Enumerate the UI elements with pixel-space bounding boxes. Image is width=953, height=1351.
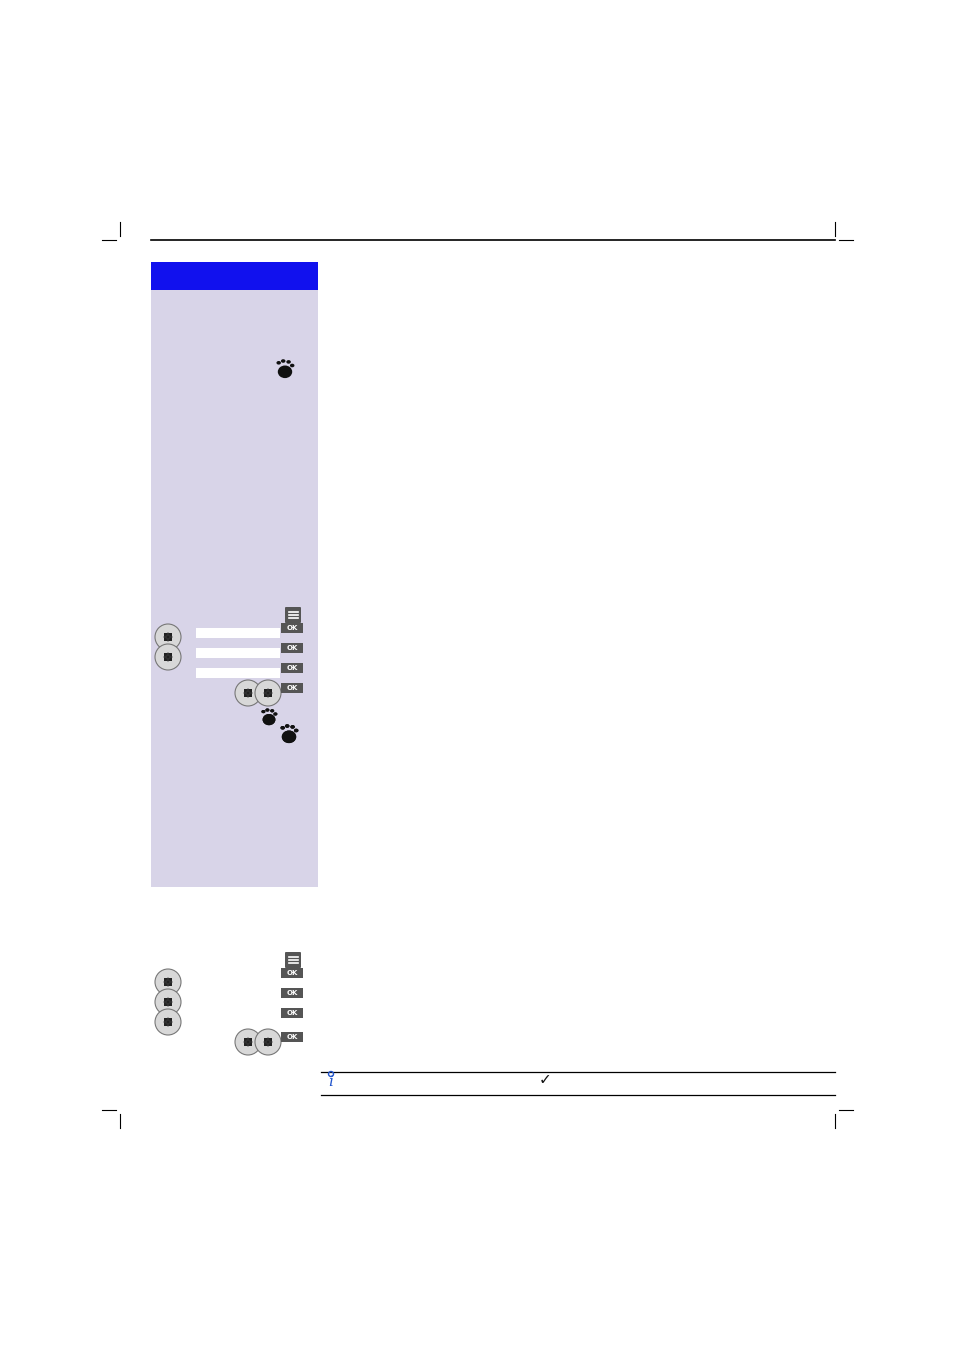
- Ellipse shape: [280, 725, 285, 730]
- Text: OK: OK: [286, 970, 297, 975]
- Circle shape: [154, 989, 181, 1015]
- Ellipse shape: [285, 724, 289, 728]
- Text: OK: OK: [286, 644, 297, 651]
- Text: OK: OK: [286, 1034, 297, 1040]
- Ellipse shape: [270, 709, 274, 712]
- Ellipse shape: [285, 724, 289, 728]
- Text: OK: OK: [286, 685, 297, 690]
- Ellipse shape: [286, 361, 291, 363]
- Ellipse shape: [270, 709, 274, 712]
- Circle shape: [154, 624, 181, 650]
- Bar: [281, 643, 303, 653]
- Text: OK: OK: [286, 1011, 297, 1016]
- Bar: [195, 667, 280, 678]
- Bar: [195, 973, 280, 984]
- Bar: [264, 1038, 272, 1046]
- Bar: [281, 1008, 303, 1019]
- Ellipse shape: [274, 712, 277, 716]
- Ellipse shape: [274, 712, 277, 716]
- Bar: [195, 1013, 280, 1023]
- Ellipse shape: [290, 725, 294, 728]
- Ellipse shape: [261, 711, 265, 713]
- Text: OK: OK: [286, 626, 297, 631]
- Ellipse shape: [277, 366, 292, 378]
- Bar: [281, 988, 303, 998]
- Ellipse shape: [265, 708, 269, 712]
- Text: OK: OK: [286, 665, 297, 671]
- Bar: [264, 689, 272, 697]
- Bar: [164, 1019, 172, 1025]
- Ellipse shape: [280, 725, 285, 730]
- Text: OK: OK: [286, 990, 297, 996]
- Text: ✓: ✓: [538, 1073, 551, 1088]
- Circle shape: [234, 1029, 261, 1055]
- Bar: [164, 998, 172, 1006]
- Circle shape: [154, 644, 181, 670]
- Circle shape: [254, 680, 281, 707]
- Circle shape: [154, 969, 181, 994]
- Ellipse shape: [294, 728, 298, 732]
- Bar: [195, 648, 280, 658]
- Ellipse shape: [281, 731, 295, 743]
- Ellipse shape: [290, 363, 294, 367]
- Bar: [164, 653, 172, 661]
- FancyBboxPatch shape: [285, 607, 301, 623]
- Ellipse shape: [280, 359, 285, 363]
- Ellipse shape: [262, 713, 275, 725]
- Bar: [281, 623, 303, 634]
- Bar: [164, 978, 172, 986]
- Bar: [244, 1038, 252, 1046]
- FancyBboxPatch shape: [285, 952, 301, 969]
- Bar: [281, 1032, 303, 1042]
- Bar: [244, 689, 252, 697]
- Bar: [164, 634, 172, 640]
- Ellipse shape: [265, 708, 269, 712]
- Text: i: i: [328, 1075, 334, 1089]
- Circle shape: [254, 1029, 281, 1055]
- Circle shape: [154, 1009, 181, 1035]
- Bar: [281, 969, 303, 978]
- Ellipse shape: [261, 711, 265, 713]
- Ellipse shape: [290, 725, 294, 728]
- Bar: [281, 663, 303, 673]
- Circle shape: [234, 680, 261, 707]
- Ellipse shape: [294, 728, 298, 732]
- Ellipse shape: [281, 731, 295, 743]
- Ellipse shape: [262, 713, 275, 725]
- Bar: [195, 993, 280, 1002]
- Bar: [151, 262, 317, 888]
- Bar: [195, 628, 280, 638]
- Ellipse shape: [276, 361, 280, 365]
- Bar: [281, 684, 303, 693]
- Bar: [151, 262, 317, 290]
